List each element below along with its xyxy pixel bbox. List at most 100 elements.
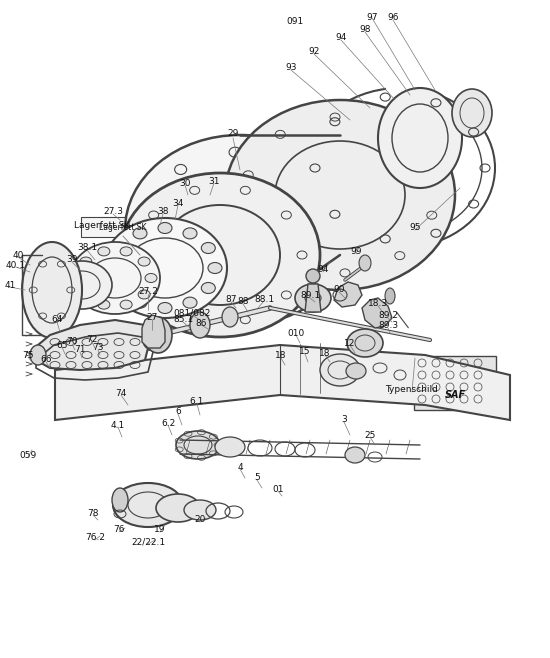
Ellipse shape bbox=[120, 300, 132, 309]
Text: 64: 64 bbox=[51, 315, 63, 324]
FancyBboxPatch shape bbox=[81, 217, 165, 237]
Text: 90: 90 bbox=[333, 286, 345, 295]
Ellipse shape bbox=[115, 282, 129, 293]
Polygon shape bbox=[305, 284, 321, 312]
Text: 22/22.1: 22/22.1 bbox=[131, 538, 165, 547]
Text: 40: 40 bbox=[12, 251, 24, 259]
Text: 71: 71 bbox=[74, 345, 86, 355]
Ellipse shape bbox=[184, 500, 216, 520]
Text: SAF: SAF bbox=[444, 390, 465, 400]
Text: 20: 20 bbox=[194, 515, 206, 524]
Ellipse shape bbox=[133, 228, 147, 239]
Ellipse shape bbox=[201, 243, 215, 253]
Text: 25: 25 bbox=[364, 430, 376, 440]
Ellipse shape bbox=[144, 317, 172, 353]
Text: 38: 38 bbox=[157, 207, 169, 216]
Ellipse shape bbox=[190, 312, 210, 338]
Ellipse shape bbox=[133, 297, 147, 308]
Text: 3: 3 bbox=[341, 415, 347, 424]
Text: 92: 92 bbox=[309, 47, 320, 57]
Text: 88: 88 bbox=[237, 297, 249, 307]
Text: 95: 95 bbox=[409, 224, 421, 232]
Ellipse shape bbox=[98, 300, 110, 309]
Text: 72: 72 bbox=[86, 336, 98, 345]
Ellipse shape bbox=[359, 255, 371, 271]
Ellipse shape bbox=[156, 494, 200, 522]
Ellipse shape bbox=[385, 288, 395, 304]
Text: 18.3: 18.3 bbox=[368, 299, 388, 309]
Ellipse shape bbox=[73, 274, 85, 282]
Text: 74: 74 bbox=[116, 388, 127, 397]
Text: 38.1: 38.1 bbox=[77, 243, 97, 253]
Ellipse shape bbox=[452, 89, 492, 137]
Text: 31: 31 bbox=[208, 176, 220, 186]
Text: 89.2: 89.2 bbox=[378, 311, 398, 320]
Text: 010: 010 bbox=[287, 328, 305, 338]
Text: 99: 99 bbox=[350, 247, 362, 257]
Text: 97: 97 bbox=[366, 14, 378, 22]
Ellipse shape bbox=[306, 269, 320, 283]
Ellipse shape bbox=[158, 222, 172, 234]
Ellipse shape bbox=[320, 354, 360, 386]
Polygon shape bbox=[32, 320, 150, 370]
Ellipse shape bbox=[113, 483, 183, 527]
Ellipse shape bbox=[120, 247, 132, 256]
Text: 01: 01 bbox=[272, 484, 284, 494]
Polygon shape bbox=[334, 282, 362, 307]
Text: 19: 19 bbox=[154, 526, 166, 534]
Text: 73: 73 bbox=[92, 343, 104, 353]
Text: 78: 78 bbox=[87, 509, 99, 517]
Text: 98: 98 bbox=[359, 26, 371, 34]
Text: 6: 6 bbox=[175, 407, 181, 417]
Ellipse shape bbox=[295, 284, 331, 312]
Text: 76.2: 76.2 bbox=[85, 534, 105, 542]
Ellipse shape bbox=[347, 329, 383, 357]
Text: 94: 94 bbox=[336, 34, 346, 43]
Ellipse shape bbox=[112, 488, 128, 512]
Ellipse shape bbox=[183, 297, 197, 308]
Text: 70: 70 bbox=[66, 338, 78, 347]
Ellipse shape bbox=[52, 261, 112, 309]
Ellipse shape bbox=[70, 242, 160, 314]
Ellipse shape bbox=[346, 363, 366, 379]
Text: 6.1: 6.1 bbox=[190, 397, 204, 407]
Ellipse shape bbox=[158, 303, 172, 313]
Polygon shape bbox=[55, 345, 510, 420]
Text: 27.2: 27.2 bbox=[138, 288, 158, 297]
Text: 41: 41 bbox=[4, 280, 16, 290]
Text: Lagerfett SK: Lagerfett SK bbox=[99, 222, 147, 232]
Text: 15: 15 bbox=[299, 347, 311, 357]
Text: 88.1: 88.1 bbox=[254, 295, 274, 303]
Text: Typenschild: Typenschild bbox=[386, 386, 438, 395]
FancyBboxPatch shape bbox=[414, 356, 496, 410]
Ellipse shape bbox=[143, 331, 157, 349]
Ellipse shape bbox=[80, 257, 92, 266]
Polygon shape bbox=[142, 315, 165, 348]
Text: Lagerfett SK: Lagerfett SK bbox=[74, 220, 130, 230]
Ellipse shape bbox=[222, 307, 238, 327]
Text: 86: 86 bbox=[195, 318, 207, 328]
Ellipse shape bbox=[80, 290, 92, 299]
Ellipse shape bbox=[183, 228, 197, 239]
Ellipse shape bbox=[208, 263, 222, 274]
Text: 27.3: 27.3 bbox=[103, 207, 123, 216]
Ellipse shape bbox=[103, 218, 227, 318]
Text: 059: 059 bbox=[19, 451, 37, 459]
Text: 27: 27 bbox=[146, 313, 158, 322]
Ellipse shape bbox=[120, 173, 320, 337]
Text: 40.1: 40.1 bbox=[6, 261, 26, 270]
Text: 89.1: 89.1 bbox=[300, 291, 320, 301]
Ellipse shape bbox=[108, 263, 122, 274]
Text: 96: 96 bbox=[387, 14, 399, 22]
Text: 091: 091 bbox=[287, 18, 304, 26]
Text: 12: 12 bbox=[344, 338, 356, 347]
Ellipse shape bbox=[176, 431, 220, 459]
Text: 89.3: 89.3 bbox=[378, 322, 398, 330]
Ellipse shape bbox=[215, 437, 245, 457]
Ellipse shape bbox=[138, 257, 150, 266]
Text: 34: 34 bbox=[172, 199, 184, 207]
Text: 29: 29 bbox=[227, 128, 239, 138]
Text: 5: 5 bbox=[254, 474, 260, 482]
Text: 30: 30 bbox=[179, 178, 191, 188]
Text: 76: 76 bbox=[113, 526, 125, 534]
